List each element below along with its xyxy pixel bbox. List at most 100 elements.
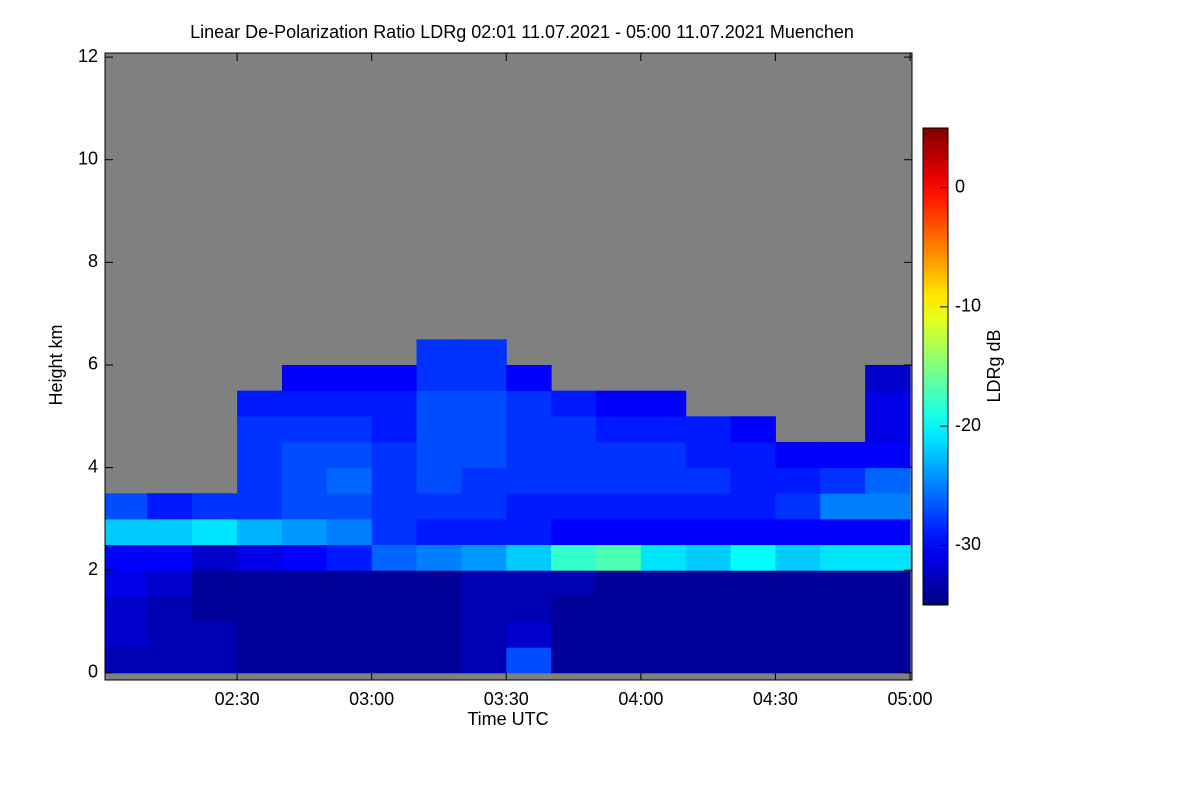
- heatmap-cell: [416, 441, 462, 469]
- heatmap-cell: [105, 647, 148, 674]
- heatmap-cell: [551, 544, 597, 571]
- heatmap-cell: [506, 441, 552, 469]
- heatmap-cell: [820, 518, 866, 546]
- heatmap-cell: [640, 518, 687, 546]
- plot-frame: [104, 52, 913, 681]
- heatmap-cell: [820, 595, 866, 623]
- heatmap-cell: [371, 441, 418, 469]
- heatmap-cell: [461, 364, 507, 392]
- heatmap-cell: [730, 595, 776, 623]
- heatmap-cell: [192, 595, 238, 623]
- heatmap-cell: [640, 621, 687, 648]
- heatmap-cell: [281, 493, 328, 520]
- heatmap-cell: [147, 544, 193, 571]
- heatmap-cell: [326, 621, 373, 648]
- heatmap-cell: [237, 647, 283, 674]
- heatmap-cell: [461, 570, 507, 597]
- heatmap-cell: [281, 544, 328, 571]
- heatmap-cell: [640, 570, 687, 597]
- heatmap-cell: [640, 647, 687, 674]
- heatmap-cell: [551, 390, 597, 417]
- heatmap-cell: [105, 493, 148, 520]
- heatmap-cell: [551, 621, 597, 648]
- heatmap-cell: [326, 647, 373, 674]
- heatmap-cell: [237, 416, 283, 443]
- heatmap-cell: [461, 467, 507, 494]
- heatmap-cell: [685, 493, 732, 520]
- heatmap-cell: [551, 570, 597, 597]
- x-tick-label: 03:30: [484, 689, 529, 709]
- x-tick-label: 03:00: [349, 689, 394, 709]
- heatmap-cell: [506, 570, 552, 597]
- heatmap-cell: [730, 518, 776, 546]
- heatmap-cell: [281, 441, 328, 469]
- heatmap-cell: [416, 570, 462, 597]
- heatmap-cell: [865, 467, 911, 494]
- heatmap-cell: [775, 518, 821, 546]
- heatmap-cell: [506, 621, 552, 648]
- heatmap-cell: [730, 544, 776, 571]
- heatmap-cell: [551, 416, 597, 443]
- heatmap-cell: [775, 595, 821, 623]
- heatmap-cell: [820, 621, 866, 648]
- heatmap-cell: [461, 544, 507, 571]
- heatmap-cell: [461, 518, 507, 546]
- heatmap-cell: [551, 467, 597, 494]
- heatmap-cell: [281, 518, 328, 546]
- heatmap-cell: [640, 390, 687, 417]
- heatmap-cell: [595, 467, 642, 494]
- heatmap-cell: [865, 595, 911, 623]
- heatmap-cell: [595, 390, 642, 417]
- colorbar-tick-label: -10: [955, 296, 981, 316]
- heatmap-cell: [326, 595, 373, 623]
- heatmap-cell: [371, 493, 418, 520]
- heatmap-cell: [371, 621, 418, 648]
- heatmap-cell: [326, 441, 373, 469]
- heatmap-cell: [865, 493, 911, 520]
- heatmap-cell: [105, 595, 148, 623]
- x-tick-label: 02:30: [215, 689, 260, 709]
- heatmap-cell: [416, 647, 462, 674]
- heatmap-cell: [640, 416, 687, 443]
- heatmap-cell: [371, 364, 418, 392]
- heatmap-cell: [237, 441, 283, 469]
- heatmap-cell: [595, 621, 642, 648]
- heatmap-cell: [685, 518, 732, 546]
- heatmap-cell: [685, 570, 732, 597]
- heatmap-cell: [595, 570, 642, 597]
- heatmap-cell: [371, 416, 418, 443]
- heatmap-cell: [595, 493, 642, 520]
- colorbar-label: LDRg dB: [984, 329, 1004, 402]
- heatmap-cell: [147, 647, 193, 674]
- heatmap-cell: [371, 595, 418, 623]
- x-tick-label: 05:00: [887, 689, 932, 709]
- heatmap-cell: [461, 595, 507, 623]
- x-tick-label: 04:30: [753, 689, 798, 709]
- heatmap-cell: [506, 518, 552, 546]
- heatmap-cell: [416, 518, 462, 546]
- y-tick-label: 2: [88, 559, 98, 579]
- heatmap-cell: [147, 493, 193, 520]
- heatmap-cell: [371, 467, 418, 494]
- colorbar-tick-label: 0: [955, 176, 965, 196]
- heatmap-cell: [461, 416, 507, 443]
- chart-title: Linear De-Polarization Ratio LDRg 02:01 …: [190, 22, 854, 42]
- heatmap-cell: [595, 518, 642, 546]
- heatmap-cell: [685, 467, 732, 494]
- heatmap-cell: [416, 416, 462, 443]
- heatmap-cell: [326, 493, 373, 520]
- heatmap-cell: [685, 416, 732, 443]
- heatmap-cell: [416, 339, 462, 366]
- heatmap-cell: [371, 544, 418, 571]
- heatmap-cell: [730, 570, 776, 597]
- heatmap-cell: [416, 467, 462, 494]
- heatmap-cell: [461, 621, 507, 648]
- heatmap-cell: [192, 544, 238, 571]
- heatmap-cell: [237, 518, 283, 546]
- y-tick-label: 8: [88, 251, 98, 271]
- heatmap-cell: [775, 621, 821, 648]
- heatmap-cell: [775, 493, 821, 520]
- heatmap-cell: [237, 570, 283, 597]
- y-tick-label: 6: [88, 354, 98, 374]
